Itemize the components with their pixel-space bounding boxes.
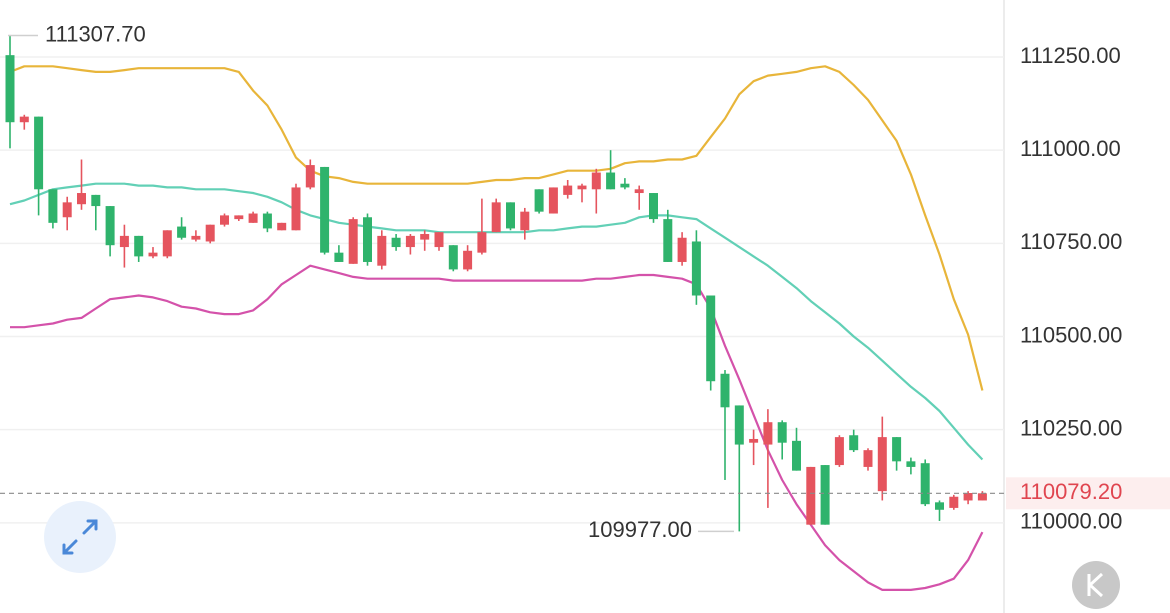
candle-body — [434, 232, 444, 248]
candle-body — [277, 222, 287, 231]
candle-body — [477, 232, 487, 253]
candle-body — [234, 215, 244, 220]
candle-body — [520, 211, 530, 231]
candle-body — [620, 183, 630, 188]
candle-body — [749, 438, 759, 443]
candle-body — [148, 252, 158, 257]
candle-body — [348, 219, 358, 264]
band-line — [9, 65, 984, 391]
candle-body — [105, 206, 115, 246]
last-price-label: 110079.20 — [1020, 479, 1122, 504]
band-line — [10, 264, 984, 591]
candle-body — [191, 235, 201, 240]
k-circle[interactable] — [1072, 561, 1120, 609]
candle-body — [892, 437, 902, 462]
candle-body — [649, 193, 658, 220]
last-price-box — [1006, 477, 1170, 510]
candle-body — [906, 461, 916, 467]
candle-body — [863, 450, 873, 467]
candle-body — [563, 185, 573, 195]
candle-body — [977, 493, 987, 501]
candle-body — [820, 465, 830, 525]
y-tick-label: 110750.00 — [1020, 229, 1122, 254]
candle-body — [334, 252, 344, 262]
candle-body — [377, 235, 387, 266]
candle-body — [591, 172, 601, 190]
candle-body — [834, 437, 844, 466]
candle-body — [220, 215, 229, 225]
expand-button[interactable] — [44, 501, 116, 573]
candle-body — [205, 224, 215, 242]
candle-body — [291, 187, 301, 231]
candle-body — [5, 55, 15, 123]
candles — [5, 35, 987, 532]
candle-body — [391, 237, 401, 248]
candle-body — [777, 422, 787, 443]
k-button[interactable] — [1072, 561, 1120, 609]
candle-body — [62, 202, 72, 218]
candle-body — [463, 250, 473, 270]
candle-body — [849, 435, 859, 451]
candle-body — [262, 213, 272, 229]
candle-body — [77, 193, 86, 205]
y-tick-label: 110250.00 — [1020, 415, 1122, 440]
candle-body — [405, 235, 415, 248]
band-line — [9, 182, 984, 461]
candle-body — [320, 166, 330, 253]
y-tick-label: 111000.00 — [1020, 136, 1121, 161]
candle-body — [34, 116, 44, 190]
high-label: 111307.70 — [45, 21, 146, 46]
candle-body — [134, 235, 144, 257]
candle-body — [577, 185, 587, 190]
candle-body — [963, 493, 973, 501]
candle-body — [491, 202, 501, 233]
candle-body — [162, 230, 172, 257]
candle-body — [663, 219, 673, 262]
candle-body — [506, 202, 515, 229]
candle-body — [534, 189, 544, 212]
candle-body — [19, 116, 29, 123]
labels: 110000.00 110250.00 110500.00 110750.00 1110… — [0, 21, 1170, 542]
candle-body — [420, 234, 430, 240]
candle-body — [248, 213, 258, 223]
expand-icon — [62, 519, 98, 555]
low-label: 109977.00 — [588, 517, 692, 542]
candle-body — [91, 194, 101, 207]
y-tick-label: 110000.00 — [1020, 509, 1122, 534]
candle-body — [606, 172, 616, 190]
candle-body — [949, 496, 959, 508]
expand-circle[interactable] — [44, 501, 116, 573]
candle-body — [634, 189, 644, 194]
candle-body — [119, 235, 129, 248]
y-tick-label: 111250.00 — [1020, 43, 1121, 68]
candle-body — [548, 187, 558, 214]
candle-body — [920, 463, 930, 505]
bollinger-bands — [9, 65, 984, 591]
candle-body — [734, 405, 744, 445]
candle-body — [706, 295, 716, 382]
candle-body — [763, 422, 773, 445]
candle-body — [448, 245, 458, 270]
candle-body — [305, 165, 315, 188]
candle-body — [677, 237, 687, 262]
candle-body — [792, 440, 801, 471]
candle-body — [935, 502, 944, 510]
candle-body — [177, 226, 187, 238]
k-icon — [1087, 572, 1104, 598]
candle-body — [48, 189, 58, 223]
candle-body — [363, 217, 372, 262]
y-tick-label: 110500.00 — [1020, 322, 1122, 347]
candle-body — [806, 466, 816, 525]
candle-body — [691, 241, 701, 296]
candle-body — [720, 373, 730, 408]
candle-body — [877, 437, 887, 492]
